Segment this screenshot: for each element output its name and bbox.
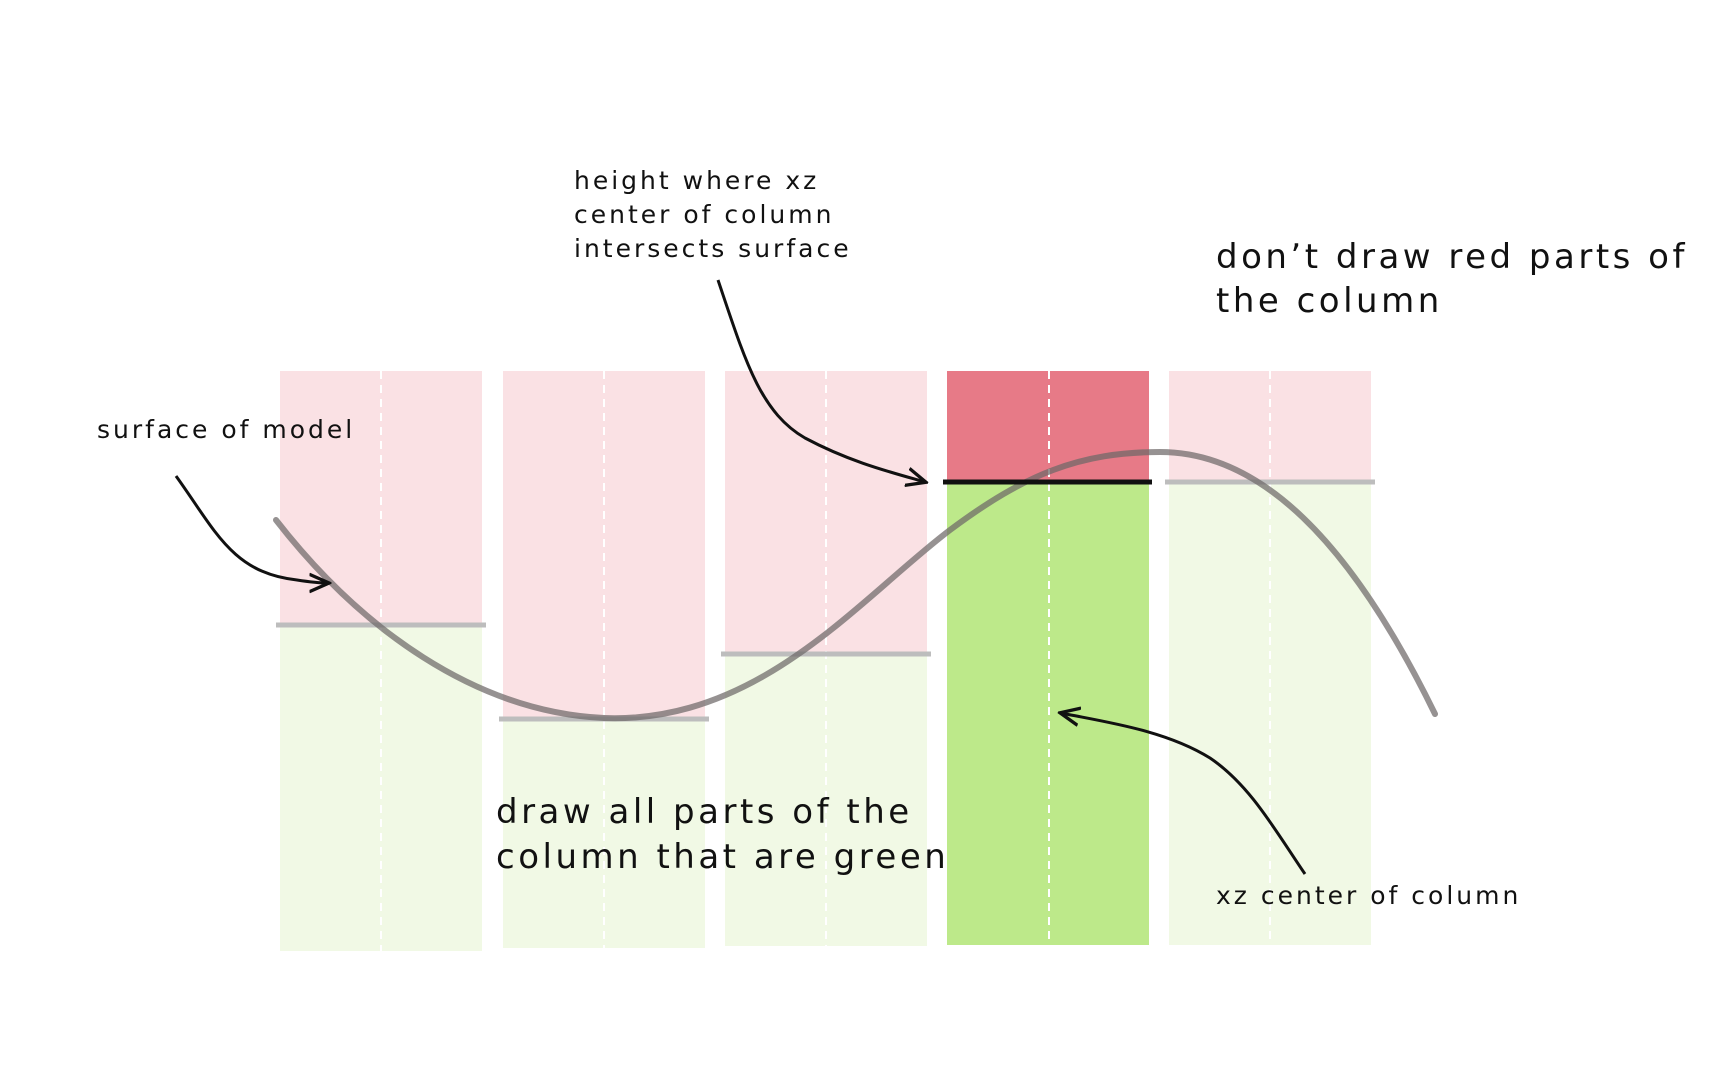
surface-curve xyxy=(273,448,1438,722)
draw-all-line-1: draw all parts of the xyxy=(496,792,913,832)
column-5 xyxy=(1165,371,1375,945)
column-1 xyxy=(276,371,486,951)
column-4 xyxy=(947,371,1149,945)
dont-draw-line-1: don’t draw red parts of xyxy=(1216,237,1688,277)
dont-draw-line-2: the column xyxy=(1216,281,1443,321)
xz-center-label: xz center of column xyxy=(1216,881,1521,910)
surface-of-model-label: surface of model xyxy=(97,415,355,444)
xz-center-arrow xyxy=(1061,713,1307,875)
draw-all-line-2: column that are green xyxy=(496,837,949,877)
height-note-arrow xyxy=(716,279,925,482)
column-3 xyxy=(721,371,931,946)
column-2 xyxy=(499,371,709,948)
column-3-visible-part xyxy=(725,654,927,946)
height-note-line-1: height where xz xyxy=(574,166,819,195)
surface-arrow xyxy=(174,475,328,583)
height-note-line-3: intersects surface xyxy=(574,234,852,263)
height-note-line-2: center of column xyxy=(574,200,834,229)
